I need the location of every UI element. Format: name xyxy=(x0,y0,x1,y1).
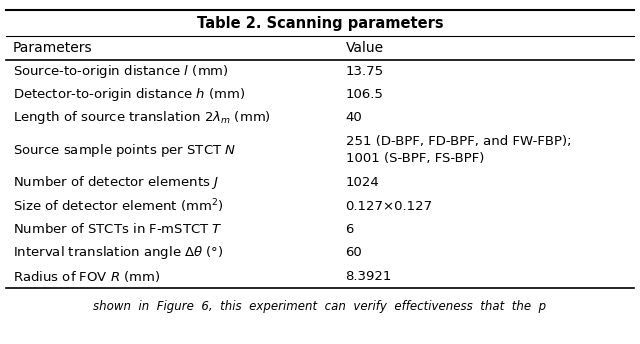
Text: Value: Value xyxy=(346,41,384,55)
Text: 1001 (S-BPF, FS-BPF): 1001 (S-BPF, FS-BPF) xyxy=(346,152,484,165)
Text: 6: 6 xyxy=(346,223,354,236)
Text: 8.3921: 8.3921 xyxy=(346,270,392,283)
Text: 40: 40 xyxy=(346,111,362,125)
Text: 106.5: 106.5 xyxy=(346,88,383,101)
Text: Number of detector elements $J$: Number of detector elements $J$ xyxy=(13,174,219,191)
Text: Table 2. Scanning parameters: Table 2. Scanning parameters xyxy=(196,16,444,31)
Text: Source-to-origin distance $l$ (mm): Source-to-origin distance $l$ (mm) xyxy=(13,63,228,80)
Text: Parameters: Parameters xyxy=(13,41,92,55)
Text: 0.127×0.127: 0.127×0.127 xyxy=(346,200,433,213)
Text: 1024: 1024 xyxy=(346,176,380,189)
Text: 251 (D-BPF, FD-BPF, and FW-FBP);: 251 (D-BPF, FD-BPF, and FW-FBP); xyxy=(346,135,571,148)
Text: Interval translation angle $\Delta\theta$ (°): Interval translation angle $\Delta\theta… xyxy=(13,244,223,261)
Text: Number of STCTs in F-mSTCT $T$: Number of STCTs in F-mSTCT $T$ xyxy=(13,223,223,236)
Text: 60: 60 xyxy=(346,246,362,259)
Text: shown  in  Figure  6,  this  experiment  can  verify  effectiveness  that  the  : shown in Figure 6, this experiment can v… xyxy=(93,300,547,313)
Text: Radius of FOV $R$ (mm): Radius of FOV $R$ (mm) xyxy=(13,269,161,284)
Text: Source sample points per STCT $N$: Source sample points per STCT $N$ xyxy=(13,142,236,159)
Text: Length of source translation $2\lambda_m$ (mm): Length of source translation $2\lambda_m… xyxy=(13,109,271,127)
Text: Size of detector element (mm$^2$): Size of detector element (mm$^2$) xyxy=(13,197,223,215)
Text: 13.75: 13.75 xyxy=(346,65,384,78)
Text: Detector-to-origin distance $h$ (mm): Detector-to-origin distance $h$ (mm) xyxy=(13,86,245,103)
